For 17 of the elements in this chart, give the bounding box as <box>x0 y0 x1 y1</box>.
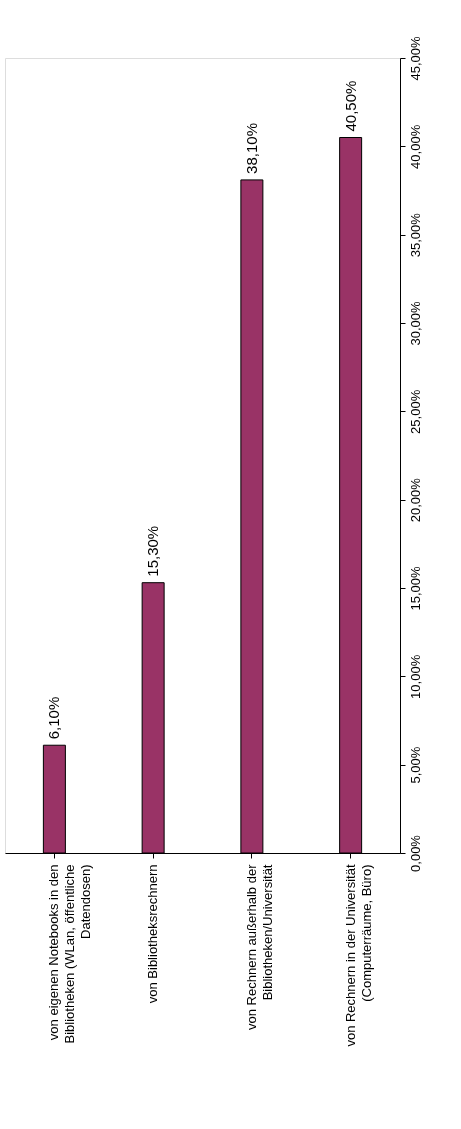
data-label: 38,10% <box>242 123 260 174</box>
x-tick-label: von Rechnern in der Universität (Computerräume, Büro) <box>342 864 374 1047</box>
y-tick-label: 20,00% <box>407 477 423 523</box>
y-tick-label: 30,00% <box>407 301 423 346</box>
data-label: 15,30% <box>144 525 162 577</box>
data-label: 40,50% <box>341 80 359 132</box>
y-tick-label: 5,00% <box>407 746 423 784</box>
y-tick-label: 45,00% <box>407 36 423 81</box>
y-tick-label: 15,00% <box>407 566 423 611</box>
y-tick-label: 25,00% <box>407 389 423 434</box>
y-tick-label: 40,00% <box>407 124 423 169</box>
data-label: 6,10% <box>45 696 63 740</box>
y-tick-label: 35,00% <box>407 212 423 258</box>
x-tick-label: von eigenen Notebooks in den Bibliotheken (WLan, öffentliche Datendosen) <box>46 864 94 1044</box>
x-tick-label: von Bibliotheksrechnern <box>145 864 161 1004</box>
y-tick-label: 10,00% <box>407 654 423 699</box>
y-tick-label: 0,00% <box>407 834 423 872</box>
